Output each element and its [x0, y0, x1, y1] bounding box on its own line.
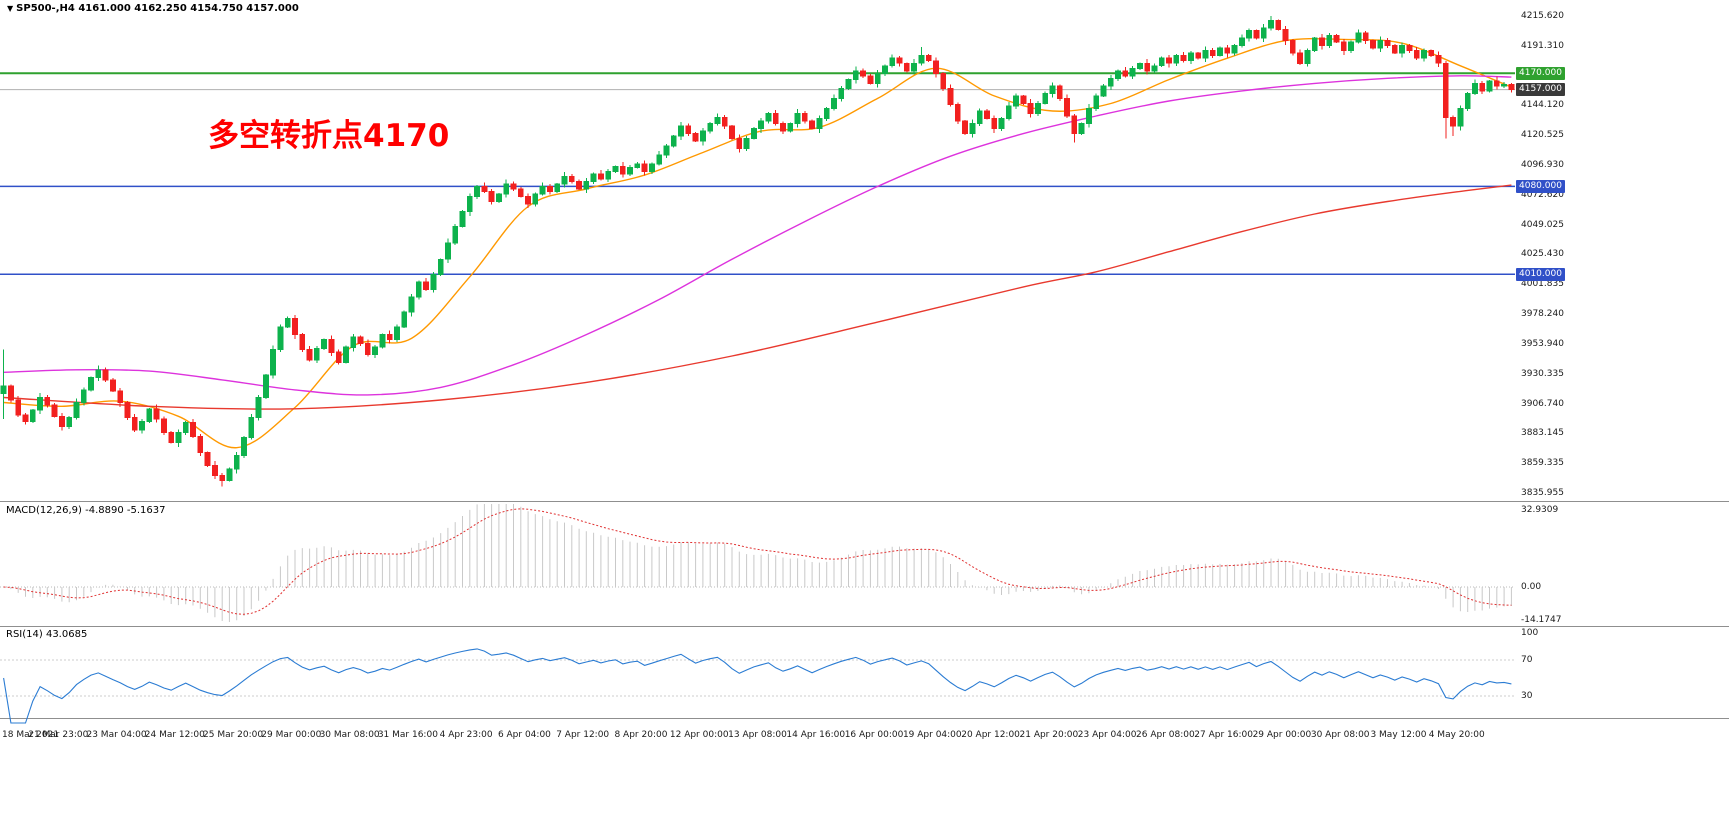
time-axis-label: 18 Mar 2021 [2, 730, 60, 740]
time-axis-label: 23 Mar 04:00 [86, 730, 147, 740]
ma-fast-orange [3, 37, 1512, 449]
price-axis-label: 4049.025 [1521, 219, 1564, 230]
price-axis-label: 3859.335 [1521, 458, 1564, 469]
time-axis-label: 14 Apr 16:00 [786, 730, 846, 740]
time-axis-label: 24 Mar 12:00 [144, 730, 205, 740]
time-axis-label: 21 Mar 23:00 [28, 730, 89, 740]
bearish-candles [8, 19, 1515, 487]
time-axis-label: 30 Apr 08:00 [1310, 730, 1370, 740]
price-axis-label: 3953.940 [1521, 339, 1564, 350]
price-tag-4170.000: 4170.000 [1516, 66, 1565, 80]
time-axis-label: 20 Apr 12:00 [961, 730, 1020, 740]
horizontal-level-lines[interactable] [0, 72, 1515, 276]
macd-signal-line [3, 508, 1512, 615]
price-axis-label: 4144.120 [1521, 100, 1564, 111]
price-axis-label: 3978.240 [1521, 308, 1564, 319]
macd-histogram [10, 504, 1512, 622]
time-axis-label: 27 Apr 16:00 [1194, 730, 1253, 740]
time-axis-label: 16 Apr 00:00 [844, 730, 904, 740]
time-axis-label: 29 Apr 00:00 [1252, 730, 1312, 740]
price-axis-label: 3930.335 [1521, 368, 1564, 379]
time-axis-label: 3 May 12:00 [1370, 730, 1427, 740]
time-axis-label: 13 Apr 08:00 [728, 730, 787, 740]
price-axis-label: 4096.930 [1521, 159, 1564, 170]
price-axis-label: 4191.310 [1521, 41, 1564, 52]
price-tag-4157.000: 4157.000 [1516, 83, 1565, 97]
pane-separators[interactable] [0, 501, 1729, 719]
price-axis-label: 4120.525 [1521, 129, 1564, 140]
time-axis-label: 8 Apr 20:00 [614, 730, 668, 740]
rsi-line [3, 648, 1512, 724]
price-axis[interactable]: 4215.620 4191.310 4144.120 4120.525 4096.930… [1515, 0, 1729, 718]
price-axis-label: 4215.620 [1521, 10, 1564, 21]
time-axis-label: 25 Mar 20:00 [203, 730, 264, 740]
ma-slow-red [3, 184, 1512, 410]
price-axis-label: 3835.955 [1521, 487, 1564, 498]
macd-axis-label: 0.00 [1521, 581, 1542, 592]
price-axis-label: 4001.835 [1521, 279, 1564, 290]
time-axis[interactable]: 18 Mar 2021 21 Mar 23:00 23 Mar 04:00 24 Ma… [0, 718, 1729, 758]
ma-mid-magenta [3, 75, 1512, 396]
price-tag-4080.000: 4080.000 [1516, 179, 1565, 193]
time-axis-label: 29 Mar 00:00 [261, 730, 322, 740]
time-axis-label: 12 Apr 00:00 [669, 730, 729, 740]
time-axis-label: 7 Apr 12:00 [556, 730, 610, 740]
macd-axis-label: -14.1747 [1521, 614, 1562, 625]
price-axis-label: 3906.740 [1521, 398, 1564, 409]
macd-axis-label: 32.9309 [1521, 504, 1559, 515]
rsi-axis-label: 70 [1521, 654, 1533, 665]
bullish-candles [0, 16, 1507, 482]
time-axis-label: 4 May 20:00 [1428, 730, 1485, 740]
time-axis-label: 26 Apr 08:00 [1136, 730, 1195, 740]
time-axis-label: 23 Apr 04:00 [1077, 730, 1137, 740]
time-axis-label: 6 Apr 04:00 [497, 730, 551, 740]
time-axis-label: 4 Apr 23:00 [439, 730, 493, 740]
time-axis-label: 30 Mar 08:00 [319, 730, 380, 740]
time-axis-label: 19 Apr 04:00 [902, 730, 962, 740]
rsi-axis-label: 30 [1521, 690, 1533, 701]
price-axis-label: 4025.430 [1521, 249, 1564, 260]
price-axis-label: 4072.620 [1521, 190, 1564, 201]
price-tag-4010.000: 4010.000 [1516, 267, 1565, 281]
time-axis-label: 21 Apr 20:00 [1019, 730, 1079, 740]
price-axis-label: 3883.145 [1521, 428, 1564, 439]
time-axis-label: 31 Mar 16:00 [377, 730, 438, 740]
rsi-axis-label: 100 [1521, 627, 1539, 638]
